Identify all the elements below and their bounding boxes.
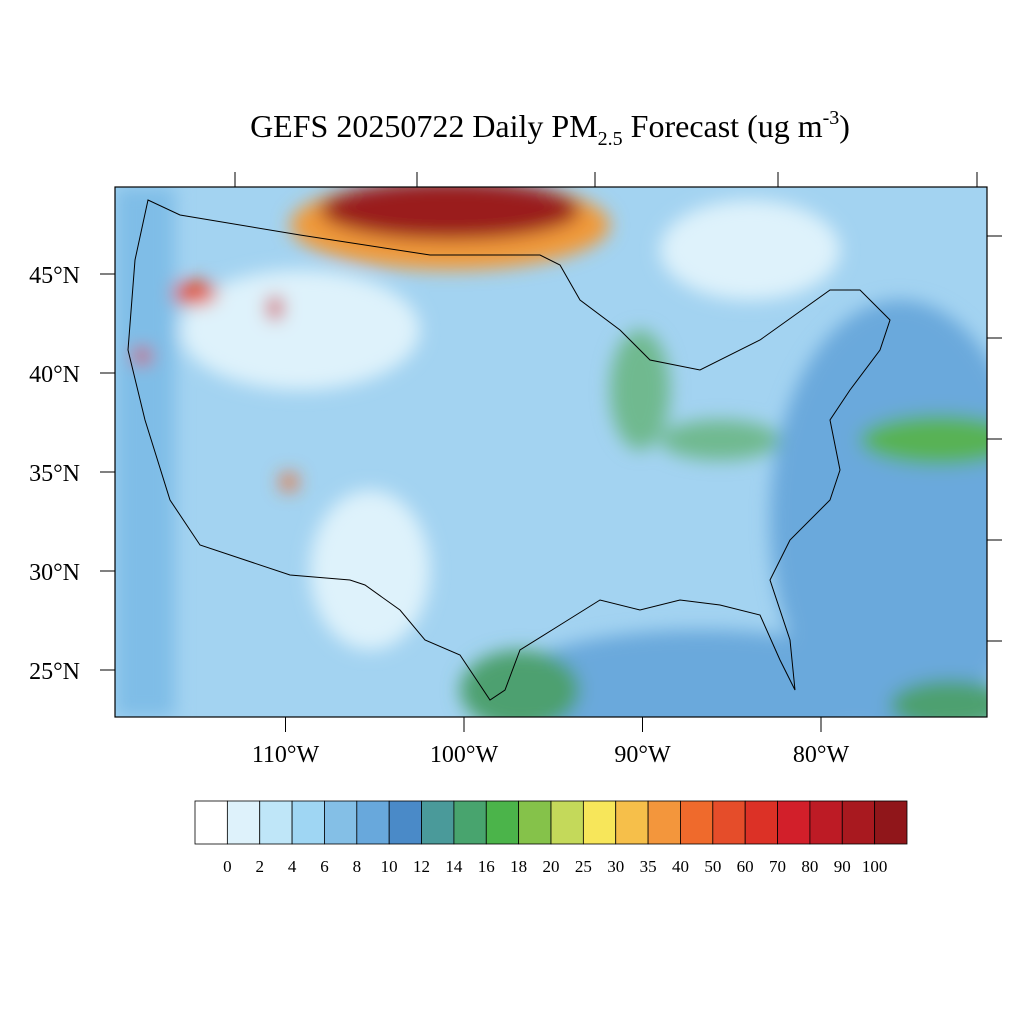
colorbar-box <box>518 800 552 845</box>
colorbar-label: 30 <box>607 857 624 876</box>
lon-label: 80°W <box>793 742 850 768</box>
lat-label: 40°N <box>29 362 80 388</box>
lon-label: 110°W <box>252 742 320 768</box>
lat-label: 25°N <box>29 659 80 685</box>
colorbar-box <box>550 800 584 845</box>
colorbar-label: 4 <box>288 857 297 876</box>
colorbar-label: 80 <box>801 857 818 876</box>
map-frame <box>114 186 988 718</box>
colorbar-box <box>680 800 714 845</box>
colorbar-label: 50 <box>704 857 721 876</box>
colorbar-label: 60 <box>737 857 754 876</box>
colorbar-box <box>874 800 908 845</box>
colorbar-box <box>194 800 228 845</box>
colorbar-box <box>453 800 487 845</box>
title-main: GEFS 20250722 Daily PM <box>250 108 598 144</box>
colorbar-box <box>647 800 681 845</box>
colorbar-label: 100 <box>862 857 888 876</box>
colorbar-label: 18 <box>510 857 527 876</box>
colorbar-box <box>744 800 778 845</box>
colorbar-box <box>582 800 617 845</box>
frame-ticks <box>234 172 1002 642</box>
colorbar-label: 8 <box>353 857 362 876</box>
colorbar-box <box>712 800 746 845</box>
colorbar-box <box>841 800 876 845</box>
colorbar-label: 70 <box>769 857 786 876</box>
colorbar-label: 25 <box>575 857 592 876</box>
map-title: GEFS 20250722 Daily PM2.5 Forecast (ug m… <box>250 107 850 150</box>
colorbar-box <box>809 800 843 845</box>
graticule-labels: 45°N 40°N 35°N 30°N 25°N 110°W 100°W 90°W 80°W <box>29 263 849 768</box>
colorbar-label: 0 <box>223 857 232 876</box>
colorbar-box <box>777 800 811 845</box>
colorbar-label: 12 <box>413 857 430 876</box>
colorbar-box <box>356 800 390 845</box>
colorbar-box <box>615 800 649 845</box>
colorbar-label: 20 <box>543 857 560 876</box>
colorbar-box <box>259 800 293 845</box>
colorbar-label: 90 <box>834 857 851 876</box>
colorbar-box <box>485 800 520 845</box>
colorbar-label: 10 <box>381 857 398 876</box>
title-middle: Forecast (ug m <box>623 108 823 144</box>
colorbar-box <box>226 800 261 845</box>
lon-label: 90°W <box>614 742 671 768</box>
colorbar: 0 2 4 6 8 10 12 14 16 18 20 25 30 35 40 50 60 70 80 90 100 <box>194 800 908 876</box>
lat-label: 35°N <box>29 461 80 487</box>
colorbar-label: 16 <box>478 857 495 876</box>
colorbar-box <box>388 800 422 845</box>
colorbar-box <box>324 800 358 845</box>
colorbar-label: 6 <box>320 857 329 876</box>
title-subscript: 2.5 <box>598 128 623 150</box>
coastline <box>127 199 891 701</box>
pm-field <box>115 187 987 717</box>
lon-label: 100°W <box>430 742 499 768</box>
lat-label: 30°N <box>29 560 80 586</box>
lat-label: 45°N <box>29 263 80 289</box>
colorbar-label: 2 <box>255 857 264 876</box>
colorbar-label: 40 <box>672 857 689 876</box>
title-end: ) <box>839 108 850 144</box>
colorbar-box <box>421 800 455 845</box>
colorbar-label: 14 <box>445 857 463 876</box>
title-superscript: -3 <box>823 107 840 129</box>
colorbar-box <box>291 800 325 845</box>
colorbar-label: 35 <box>640 857 657 876</box>
